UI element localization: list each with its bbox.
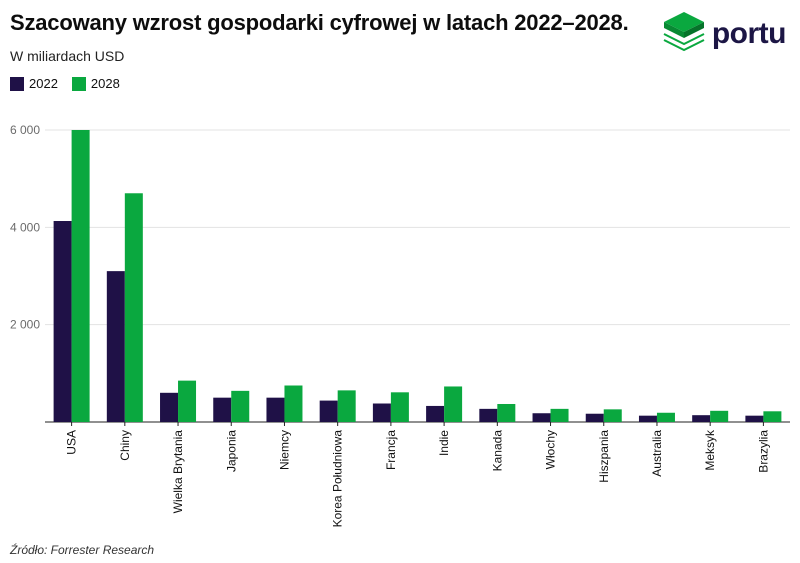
x-category-label: Chiny: [118, 430, 132, 461]
bar-2022: [532, 413, 551, 422]
bar-2022: [106, 271, 125, 422]
chart-subtitle: W miliardach USD: [10, 48, 125, 64]
bar-2028: [656, 412, 675, 422]
bar-2022: [585, 413, 604, 422]
source-note: Źródło: Forrester Research: [10, 543, 155, 557]
bar-2028: [284, 385, 303, 422]
y-tick-label: 2 000: [10, 318, 40, 332]
bar-2028: [444, 386, 463, 422]
portu-cube-logo-icon: [662, 10, 706, 57]
x-category-label: Indie: [437, 430, 451, 456]
x-category-label: Australia: [650, 430, 664, 477]
legend-swatch-2028: [71, 76, 86, 91]
x-category-label: Hiszpania: [597, 430, 611, 483]
y-tick-label: 6 000: [10, 123, 40, 137]
bar-2028: [390, 392, 409, 422]
bar-2022: [160, 392, 179, 422]
x-category-label: Wielka Brytania: [171, 430, 185, 514]
bar-2022: [479, 408, 498, 422]
bar-2028: [178, 380, 197, 422]
legend: 2022 2028: [10, 76, 120, 91]
bar-2028: [231, 390, 250, 422]
bar-chart: 2 000 4 000 6 000 USA Chiny Wielka Brytania Ja…: [10, 123, 790, 528]
x-category-label: Francja: [384, 430, 398, 470]
x-category-label: Meksyk: [703, 429, 717, 471]
x-category-label: Kanada: [490, 430, 504, 472]
bar-2028: [71, 130, 90, 422]
bar-2022: [319, 400, 338, 422]
x-category-label: Japonia: [224, 430, 238, 472]
legend-item-2028: 2028: [71, 76, 120, 91]
bar-2028: [603, 409, 622, 422]
bar-2028: [763, 411, 782, 422]
bar-2028: [497, 403, 516, 422]
logo-text: portu: [711, 16, 787, 50]
x-category-label: Korea Południowa: [331, 430, 345, 528]
chart-title: Szacowany wzrost gospodarki cyfrowej w l…: [10, 10, 629, 35]
bar-2022: [426, 405, 445, 422]
y-tick-label: 4 000: [10, 220, 40, 234]
bar-2028: [337, 390, 356, 422]
bar-2022: [745, 415, 764, 422]
x-category-label: Brazylia: [756, 430, 770, 473]
bar-2028: [710, 410, 729, 422]
logo: portu: [662, 10, 787, 57]
bar-2028: [550, 408, 569, 422]
bar-2022: [372, 403, 391, 422]
x-category-label: Włochy: [544, 430, 558, 469]
bar-2022: [266, 397, 285, 422]
x-category-label: USA: [65, 430, 79, 455]
legend-swatch-2022: [10, 76, 24, 91]
bar-2022: [638, 415, 657, 422]
legend-label-2028: 2028: [90, 76, 120, 91]
bar-2022: [213, 397, 232, 422]
bar-2022: [692, 415, 711, 422]
x-category-label: Niemcy: [277, 430, 291, 470]
bar-2028: [124, 193, 143, 422]
legend-label-2022: 2022: [29, 76, 58, 91]
bar-2022: [53, 221, 72, 422]
legend-item-2022: 2022: [10, 76, 58, 91]
